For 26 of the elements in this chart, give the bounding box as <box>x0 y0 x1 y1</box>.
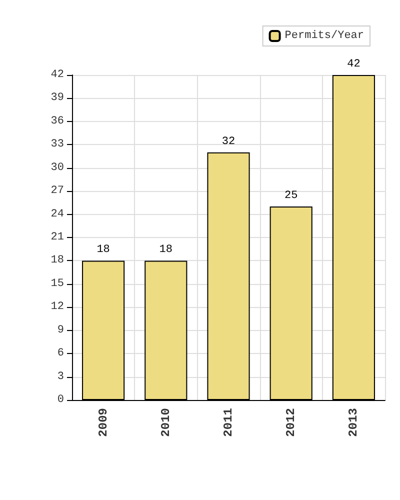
y-tick-label: 18 <box>50 254 64 267</box>
y-tick-label: 36 <box>50 115 64 128</box>
y-tick-label: 21 <box>50 232 64 244</box>
data-label: 42 <box>347 58 360 70</box>
x-tick-label: 2010 <box>158 408 173 437</box>
data-label: 32 <box>222 136 236 148</box>
x-tick-label: 2011 <box>222 408 236 437</box>
y-tick-label: 6 <box>57 348 64 360</box>
y-tick-label: 15 <box>50 278 64 290</box>
y-tick-label: 9 <box>57 324 64 336</box>
x-tick-label: 2012 <box>284 408 298 437</box>
y-tick-label: 39 <box>50 92 64 104</box>
y-tick-label: 42 <box>50 69 64 81</box>
data-label: 18 <box>159 244 172 256</box>
legend-label: Permits/Year <box>284 30 364 42</box>
x-tick-label: 2009 <box>96 408 110 437</box>
data-label: 25 <box>284 190 298 202</box>
y-tick-label: 33 <box>50 138 64 151</box>
y-tick-label: 24 <box>50 208 64 220</box>
y-tick-label: 27 <box>50 185 64 198</box>
data-label: 18 <box>96 244 110 256</box>
y-tick-label: 0 <box>57 394 64 406</box>
x-tick-label: 2013 <box>346 408 361 437</box>
y-tick-label: 3 <box>57 370 64 383</box>
y-tick-label: 30 <box>50 162 64 174</box>
y-tick-label: 12 <box>50 301 64 314</box>
